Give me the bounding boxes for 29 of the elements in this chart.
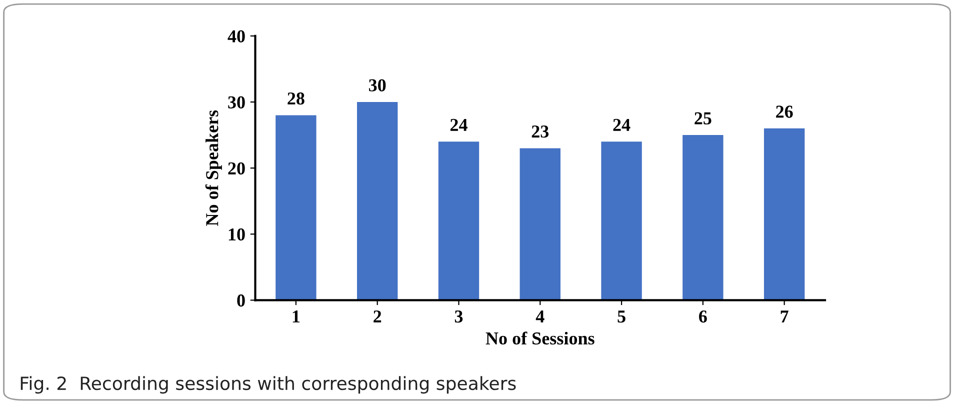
data-label: 25	[694, 112, 712, 124]
y-tick-label: 10	[228, 228, 245, 241]
data-label: 24	[613, 118, 630, 131]
x-axis-title: No of Sessions	[486, 332, 594, 345]
data-label: 26	[776, 106, 793, 118]
bar	[357, 102, 398, 300]
y-tick-label: 0	[237, 294, 245, 307]
bar	[601, 142, 642, 300]
caption: Fig. 2 Recording sessions with corresponding speakers	[20, 376, 516, 394]
bar	[520, 148, 560, 300]
y-tick-label: 40	[228, 30, 245, 42]
bar	[682, 135, 724, 300]
y-tick-label: 30	[228, 96, 245, 108]
bar	[276, 115, 316, 300]
y-tick-label: 20	[228, 162, 245, 175]
x-tick-label: 2	[374, 310, 382, 322]
x-tick-label: 5	[618, 310, 626, 323]
bar	[438, 142, 480, 300]
data-label: 23	[532, 126, 549, 138]
data-label: 24	[450, 118, 468, 131]
x-tick-label: 7	[780, 310, 788, 322]
y-axis-title: No of Speakers	[205, 110, 222, 226]
x-tick-label: 4	[536, 310, 544, 322]
x-tick-label: 1	[292, 310, 300, 322]
bar	[764, 128, 805, 300]
data-label: 30	[369, 79, 386, 92]
data-label: 28	[288, 92, 304, 105]
x-tick-label: 6	[699, 310, 707, 323]
x-tick-label: 3	[454, 310, 463, 323]
